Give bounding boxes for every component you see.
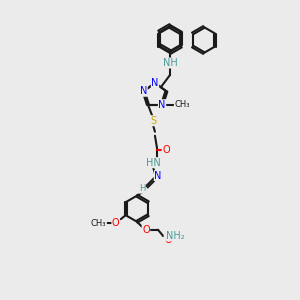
Text: N: N (140, 86, 147, 96)
Text: O: O (164, 235, 172, 245)
Text: CH₃: CH₃ (174, 100, 190, 109)
Text: NH: NH (163, 58, 177, 68)
Text: O: O (142, 225, 150, 235)
Text: NH₂: NH₂ (166, 231, 184, 241)
Text: N: N (151, 78, 159, 88)
Text: N: N (158, 100, 166, 110)
Text: CH₃: CH₃ (91, 219, 106, 228)
Text: O: O (112, 218, 119, 228)
Text: N: N (154, 171, 162, 181)
Text: O: O (162, 145, 170, 155)
Text: S: S (150, 116, 156, 126)
Text: HN: HN (146, 158, 160, 168)
Text: H: H (139, 184, 145, 193)
